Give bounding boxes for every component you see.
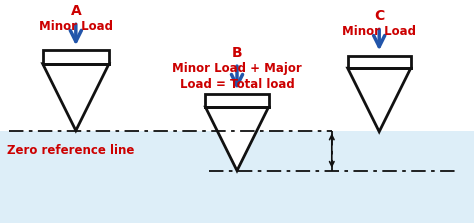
Text: A: A [71, 4, 81, 18]
Bar [348, 56, 410, 68]
Text: Minor Load: Minor Load [342, 25, 416, 38]
Text: Zero reference line: Zero reference line [7, 144, 135, 157]
Bar [43, 50, 109, 64]
Text: C: C [374, 9, 384, 23]
Polygon shape [43, 64, 109, 130]
Bar [205, 95, 268, 107]
Text: Minor Load: Minor Load [39, 20, 113, 33]
Text: Minor Load + Major
Load = Total load: Minor Load + Major Load = Total load [172, 62, 302, 91]
Bar [0, 130, 474, 223]
Polygon shape [348, 68, 410, 132]
Text: B: B [232, 46, 242, 60]
Polygon shape [205, 107, 268, 171]
